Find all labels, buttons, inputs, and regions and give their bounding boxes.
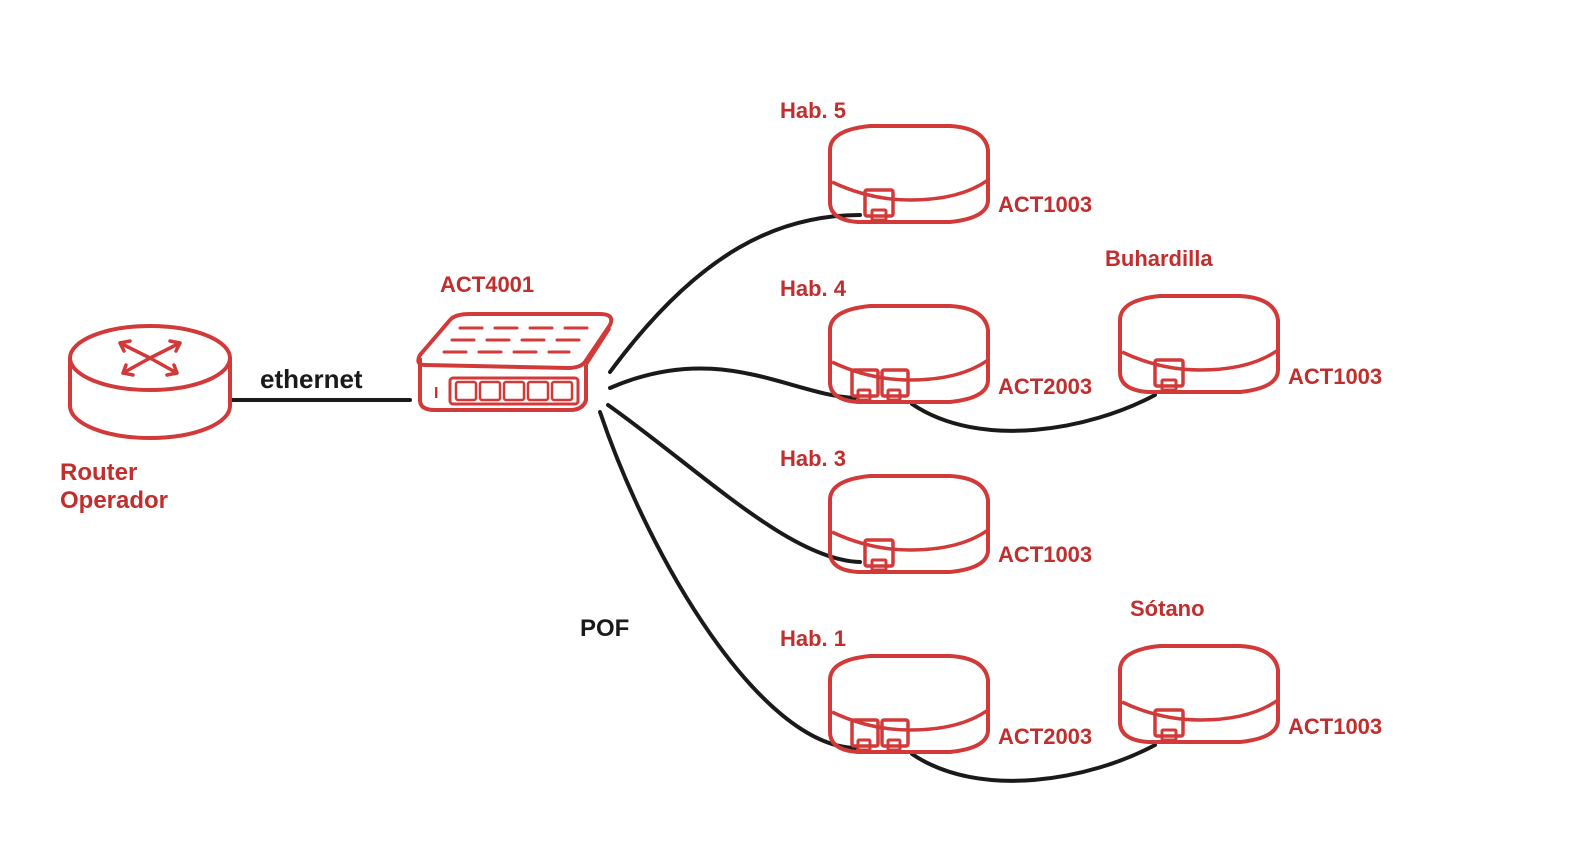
hab5-node [830, 126, 988, 222]
router-label-1: Router [60, 459, 137, 486]
router-node [70, 326, 230, 438]
hab3-label: Hab. 3 [780, 446, 846, 471]
network-diagram: I Router Operador ethernet ACT4001 POF H… [0, 0, 1582, 868]
router-label-2: Operador [60, 487, 168, 514]
sotano-model: ACT1003 [1288, 714, 1382, 739]
buhardilla-node [1120, 296, 1278, 392]
hab4-label: Hab. 4 [780, 276, 847, 301]
switch-model-label: ACT4001 [440, 272, 534, 297]
switch-node [418, 314, 611, 410]
hab3-node [830, 476, 988, 572]
hab1-label: Hab. 1 [780, 626, 846, 651]
hab3-model: ACT1003 [998, 542, 1092, 567]
hab5-label: Hab. 5 [780, 98, 846, 123]
hab4-node [830, 306, 988, 402]
edges [232, 215, 1155, 781]
sotano-label: Sótano [1130, 596, 1205, 621]
buhardilla-model: ACT1003 [1288, 364, 1382, 389]
sotano-node [1120, 646, 1278, 742]
hab4-model: ACT2003 [998, 374, 1092, 399]
hab1-node [830, 656, 988, 752]
hab5-model: ACT1003 [998, 192, 1092, 217]
pof-label: POF [580, 615, 629, 642]
edge-hab3 [608, 405, 860, 562]
hab1-model: ACT2003 [998, 724, 1092, 749]
buhardilla-label: Buhardilla [1105, 246, 1213, 271]
ethernet-label: ethernet [260, 364, 363, 394]
edge-hab4 [610, 368, 855, 398]
